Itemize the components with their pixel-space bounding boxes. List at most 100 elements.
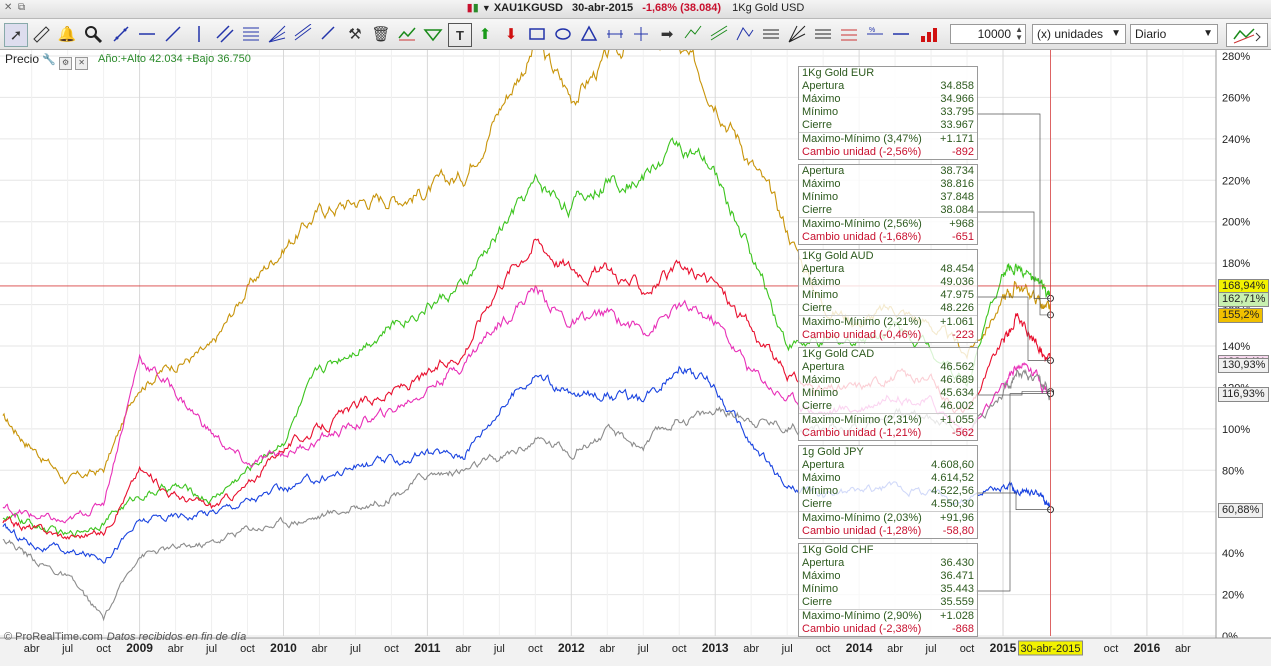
zigzag-icon[interactable] bbox=[422, 23, 444, 45]
panel-close-icon[interactable]: ✕ bbox=[75, 57, 89, 70]
y-tick-label: 100% bbox=[1222, 424, 1250, 436]
x-tick-label: oct bbox=[1104, 643, 1119, 655]
cursor-tool-icon[interactable]: ➚ bbox=[4, 23, 28, 47]
y-tick-label: 180% bbox=[1222, 258, 1250, 270]
ray-icon[interactable] bbox=[162, 23, 184, 45]
info-row-label: Máximo bbox=[802, 570, 841, 582]
wrench-icon[interactable]: 🔧 bbox=[42, 54, 57, 66]
info-row-label: Maximo-Mínimo (3,47%) bbox=[802, 133, 922, 145]
info-row-label: Apertura bbox=[802, 165, 845, 177]
andrews-icon[interactable] bbox=[682, 23, 704, 45]
info-row-label: Máximo bbox=[802, 276, 841, 288]
symbol-label[interactable]: XAU1KGUSD bbox=[493, 2, 563, 14]
info-row-value: 34.858 bbox=[940, 80, 974, 92]
info-row-label: Cambio unidad (-0,46%) bbox=[802, 329, 922, 341]
horizontal-line-icon[interactable] bbox=[136, 23, 158, 45]
info-box-row: Apertura 48.454 bbox=[799, 263, 977, 276]
info-box[interactable]: 1Kg Gold CAD Apertura 46.562 Máximo 46.689 Mí… bbox=[798, 347, 978, 441]
tools-icon[interactable]: ⚒ bbox=[348, 26, 362, 43]
regression-icon[interactable] bbox=[292, 23, 314, 45]
info-row-value: 36.471 bbox=[940, 570, 974, 582]
info-row-label: Cambio unidad (-1,21%) bbox=[802, 427, 922, 439]
trash-icon[interactable]: 🗑 bbox=[371, 26, 391, 43]
change-label: -1,68% (38.084) bbox=[642, 2, 722, 14]
y-tick-label: 220% bbox=[1222, 175, 1250, 187]
cycles-icon[interactable] bbox=[812, 23, 834, 45]
leader-line bbox=[976, 211, 1051, 299]
leader-line bbox=[976, 492, 1051, 510]
units-value: (x) unidades bbox=[1037, 27, 1104, 41]
zoom-icon[interactable] bbox=[82, 23, 104, 45]
panel-settings-icon[interactable]: ⚙ bbox=[59, 57, 73, 70]
alert-bell-icon[interactable]: 🔔 bbox=[57, 26, 77, 43]
x-tick-label: 2014 bbox=[846, 641, 873, 655]
chart-settings-icon[interactable] bbox=[1226, 23, 1268, 47]
x-tick-label: oct bbox=[528, 643, 543, 655]
info-box[interactable]: 1Kg Gold CHF Apertura 36.430 Máximo 36.471 Mí… bbox=[798, 543, 978, 637]
measure-icon[interactable] bbox=[604, 23, 626, 45]
info-box[interactable]: 1Kg Gold EUR Apertura 34.858 Máximo 34.966 Mí… bbox=[798, 66, 978, 160]
volume-bars-icon[interactable] bbox=[918, 23, 940, 45]
info-row-value: 4.522,56 bbox=[931, 485, 974, 497]
horizontal-ray-icon[interactable] bbox=[890, 23, 912, 45]
buy-arrow-icon[interactable]: ⬆ bbox=[478, 26, 492, 43]
ratio-icon[interactable] bbox=[838, 23, 860, 45]
footer: © ProRealTime.com Datos recibidos en fin … bbox=[4, 631, 246, 643]
info-row-label: Maximo-Mínimo (2,03%) bbox=[802, 512, 922, 524]
info-row-label: Cierre bbox=[802, 400, 832, 412]
info-box[interactable]: 1g Gold JPY Apertura 4.608,60 Máximo 4.614,5… bbox=[798, 445, 978, 539]
arrow-right-icon[interactable]: ➡ bbox=[660, 26, 674, 43]
indicator-icon[interactable] bbox=[396, 23, 418, 45]
info-box[interactable]: 1Kg Gold AUD Apertura 48.454 Máximo 49.036 Mí… bbox=[798, 249, 978, 343]
info-box-row: Máximo 4.614,52 bbox=[799, 472, 977, 485]
info-box-row: Mínimo 47.975 bbox=[799, 289, 977, 302]
rectangle-icon[interactable] bbox=[526, 23, 548, 45]
fibonacci-icon[interactable] bbox=[240, 23, 262, 45]
fib-fan-icon[interactable] bbox=[266, 23, 288, 45]
close-window-icon[interactable]: ✕ bbox=[4, 2, 13, 13]
info-row-label: Mínimo bbox=[802, 485, 839, 497]
x-tick-label: jul bbox=[637, 643, 649, 655]
period-select[interactable]: Diario ▼ bbox=[1130, 24, 1218, 44]
parallel-line-icon[interactable] bbox=[318, 23, 340, 45]
right-axis-value-tag: 60,88% bbox=[1218, 502, 1264, 518]
x-tick-label: 2010 bbox=[270, 641, 297, 655]
cross-icon[interactable] bbox=[630, 23, 652, 45]
percent-icon[interactable]: % bbox=[864, 23, 886, 45]
ellipse-icon[interactable] bbox=[552, 23, 574, 45]
info-box[interactable]: Apertura 38.734 Máximo 38.816 Mínimo 37.848 Ci… bbox=[798, 164, 978, 245]
pitchfork-icon[interactable] bbox=[760, 23, 782, 45]
chevron-down-icon: ▼ bbox=[1111, 28, 1121, 39]
info-row-label: Maximo-Mínimo (2,21%) bbox=[802, 316, 922, 328]
right-axis-value-tag: 116,93% bbox=[1218, 386, 1269, 402]
sell-arrow-icon[interactable]: ⬇ bbox=[504, 26, 518, 43]
ruler-icon[interactable] bbox=[30, 23, 52, 45]
y-tick-label: 260% bbox=[1222, 92, 1250, 104]
units-select[interactable]: (x) unidades ▼ bbox=[1032, 24, 1126, 44]
symbol-dropdown-icon[interactable]: ▼ bbox=[481, 3, 491, 13]
wave-icon[interactable] bbox=[734, 23, 756, 45]
info-box-title: 1Kg Gold AUD bbox=[802, 250, 874, 262]
info-row-value: 46.562 bbox=[940, 361, 974, 373]
channel-icon[interactable] bbox=[214, 23, 236, 45]
vertical-line-icon[interactable] bbox=[188, 23, 210, 45]
speed-lines-icon[interactable] bbox=[786, 23, 808, 45]
info-row-label: Cambio unidad (-1,28%) bbox=[802, 525, 922, 537]
triangle-icon[interactable] bbox=[578, 23, 600, 45]
x-tick-label: oct bbox=[96, 643, 111, 655]
leader-line bbox=[976, 296, 1051, 361]
gann-icon[interactable] bbox=[708, 23, 730, 45]
info-row-value: +1.055 bbox=[940, 414, 974, 426]
info-box-row: Mínimo 35.443 bbox=[799, 583, 977, 596]
info-row-label: Cierre bbox=[802, 204, 832, 216]
quantity-field[interactable]: 10000 ▲ ▼ bbox=[950, 24, 1026, 44]
info-row-value: 4.608,60 bbox=[931, 459, 974, 471]
x-tick-label: abr bbox=[1175, 643, 1191, 655]
info-row-label: Maximo-Mínimo (2,90%) bbox=[802, 610, 922, 622]
quantity-stepper-icon[interactable]: ▲ ▼ bbox=[1015, 25, 1023, 42]
price-chart[interactable]: 280%260%240%220%200%180%160%140%120%100%… bbox=[0, 50, 1271, 666]
restore-window-icon[interactable]: ⧉ bbox=[18, 2, 26, 13]
info-row-label: Apertura bbox=[802, 459, 845, 471]
text-tool-icon[interactable]: T bbox=[448, 23, 472, 47]
trendline-icon[interactable] bbox=[110, 23, 132, 45]
